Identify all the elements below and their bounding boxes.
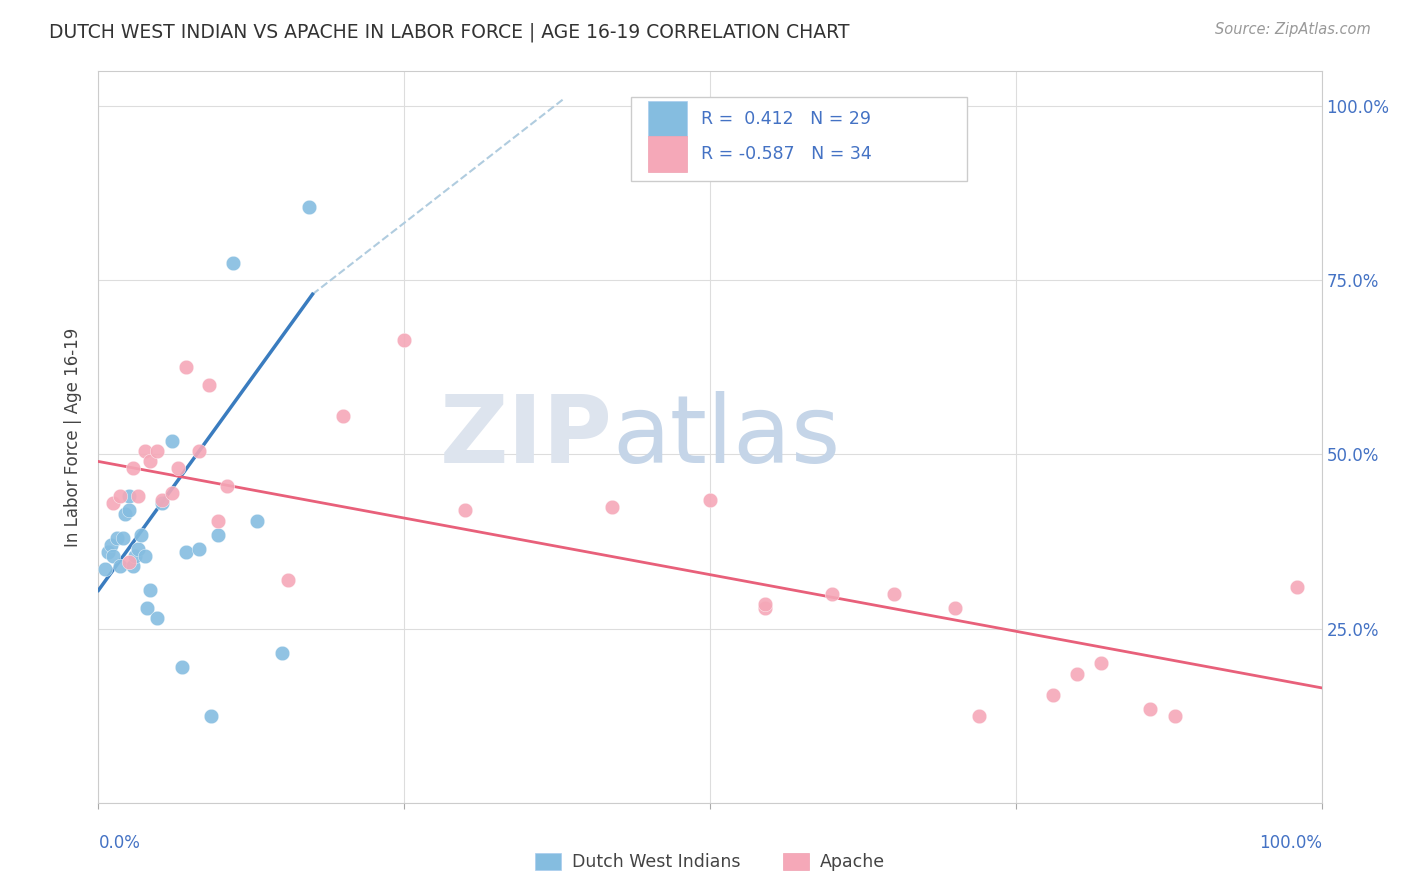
Point [134,549,156,563]
Point [454,503,477,517]
Point [1164,708,1187,723]
Point [118,503,141,517]
Point [1066,667,1088,681]
Point [146,444,169,458]
Point [160,485,183,500]
Point [332,409,354,424]
Point [187,444,209,458]
Point [699,492,721,507]
Point [1286,580,1309,594]
Point [114,507,136,521]
Point [176,360,198,375]
Point [118,556,141,570]
Point [1042,688,1064,702]
Point [139,583,162,598]
Point [101,496,124,510]
Point [105,531,128,545]
Text: atlas: atlas [612,391,841,483]
Point [1139,702,1161,716]
Point [150,492,173,507]
Point [97,545,120,559]
FancyBboxPatch shape [648,102,686,136]
Point [600,500,623,514]
Text: Source: ZipAtlas.com: Source: ZipAtlas.com [1215,22,1371,37]
Point [127,541,149,556]
Point [207,514,229,528]
Text: 100.0%: 100.0% [1258,834,1322,852]
Point [943,600,966,615]
Point [187,541,209,556]
Text: DUTCH WEST INDIAN VS APACHE IN LABOR FORCE | AGE 16-19 CORRELATION CHART: DUTCH WEST INDIAN VS APACHE IN LABOR FOR… [49,22,849,42]
Point [167,461,190,475]
FancyBboxPatch shape [648,136,686,171]
Point [1090,657,1112,671]
Point [129,527,152,541]
Point [136,600,159,615]
Text: ZIP: ZIP [439,391,612,483]
Point [246,514,269,528]
Point [222,256,245,270]
Point [215,479,238,493]
Y-axis label: In Labor Force | Age 16-19: In Labor Force | Age 16-19 [65,327,83,547]
Point [100,538,122,552]
Point [124,549,146,563]
Point [150,496,173,510]
Point [121,461,143,475]
Point [392,333,416,347]
Point [754,597,776,611]
Point [160,434,183,448]
Point [101,549,124,563]
Point [110,489,132,503]
Point [277,573,299,587]
Point [118,489,141,503]
Point [883,587,905,601]
Point [146,611,169,625]
Point [111,531,134,545]
Text: R =  0.412   N = 29: R = 0.412 N = 29 [702,110,872,128]
Point [270,646,294,660]
Point [134,444,156,458]
Point [170,660,193,674]
Legend: Dutch West Indians, Apache: Dutch West Indians, Apache [529,846,891,879]
Point [139,454,162,468]
Point [298,200,321,214]
Point [200,708,222,723]
Point [754,600,776,615]
Point [967,708,990,723]
Text: 0.0%: 0.0% [98,834,141,852]
Point [110,558,132,573]
Point [197,377,219,392]
FancyBboxPatch shape [630,97,967,181]
Point [207,527,229,541]
Point [127,489,149,503]
Point [121,558,143,573]
Point [93,562,115,576]
Text: R = -0.587   N = 34: R = -0.587 N = 34 [702,145,872,163]
Point [821,587,844,601]
Point [176,545,198,559]
